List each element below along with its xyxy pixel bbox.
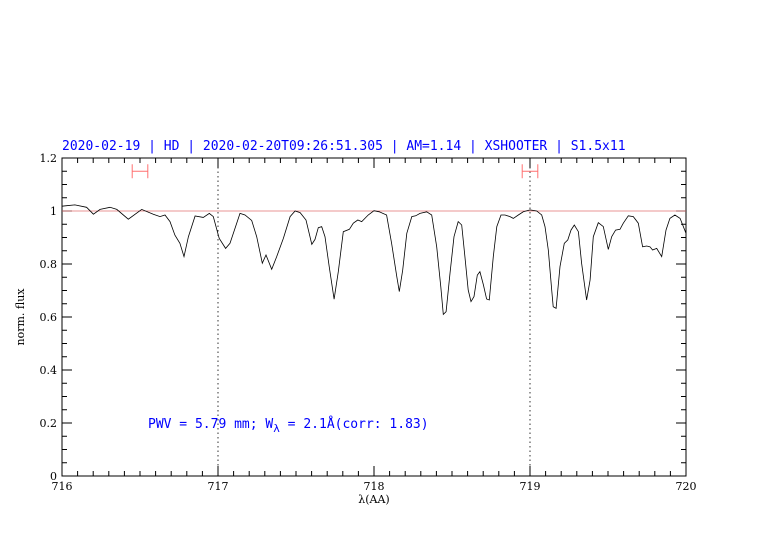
- y-tick-label: 0.8: [40, 258, 58, 271]
- range-marker: [131, 164, 149, 179]
- spectrum-line: [61, 204, 687, 316]
- chart-title: 2020-02-19 | HD | 2020-02-20T09:26:51.30…: [62, 139, 626, 154]
- x-tick-label: 719: [520, 480, 541, 493]
- x-tick-label: 718: [364, 480, 385, 493]
- pwv-annotation: PWV = 5.79 mm; Wλ = 2.1Å(corr: 1.83): [148, 416, 429, 435]
- range-marker: [521, 164, 539, 179]
- y-axis-label: norm. flux: [14, 288, 27, 346]
- y-tick-label: 1: [50, 205, 57, 218]
- annotation-suffix: = 2.1Å(corr: 1.83): [280, 416, 429, 432]
- y-tick-label: 1.2: [40, 152, 58, 165]
- x-tick-label: 717: [208, 480, 229, 493]
- axes: 716 717 718 719 720 0 0.2 0.4 0.6 0.8 1 1.2: [40, 152, 697, 493]
- annotation-prefix: PWV = 5.79 mm; W: [148, 417, 273, 432]
- y-tick-label: 0.6: [40, 311, 58, 324]
- x-axis-label: λ(AA): [358, 493, 389, 506]
- y-tick-label: 0: [50, 470, 57, 483]
- x-tick-label: 716: [52, 480, 73, 493]
- x-tick-label: 720: [676, 480, 697, 493]
- annotation-subscript: λ: [273, 422, 280, 435]
- plot-marks: [61, 158, 687, 476]
- y-tick-label: 0.2: [40, 417, 58, 430]
- y-tick-label: 0.4: [40, 364, 58, 377]
